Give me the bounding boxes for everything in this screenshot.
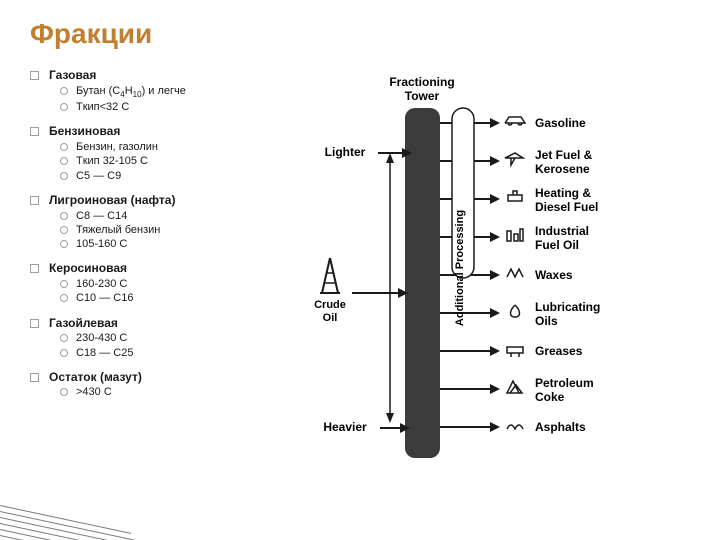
fraction-item: ГазоваяБутан (C4H10) и легчеTкип<32 C bbox=[30, 68, 280, 114]
fraction-sub-text: Бутан (C4H10) и легче bbox=[76, 84, 186, 101]
fraction-sub-text: C5 — C9 bbox=[76, 169, 121, 183]
ring-bullet-icon bbox=[60, 334, 68, 342]
output-icon bbox=[511, 305, 520, 317]
output-icon bbox=[507, 229, 523, 241]
fraction-sub-text: C10 — C16 bbox=[76, 291, 133, 305]
fraction-sub: Бензин, газолин bbox=[60, 140, 280, 154]
svg-text:Additional Processing: Additional Processing bbox=[454, 210, 466, 326]
fraction-sub-text: C18 — C25 bbox=[76, 346, 133, 360]
square-bullet-icon bbox=[30, 319, 39, 328]
fraction-sub: C18 — C25 bbox=[60, 346, 280, 360]
fraction-heading: Газовая bbox=[30, 68, 280, 84]
ring-bullet-icon bbox=[60, 157, 68, 165]
ring-bullet-icon bbox=[60, 103, 68, 111]
svg-text:Gasoline: Gasoline bbox=[535, 116, 586, 130]
ring-bullet-icon bbox=[60, 240, 68, 248]
ring-bullet-icon bbox=[60, 280, 68, 288]
svg-text:Jet Fuel &: Jet Fuel & bbox=[535, 148, 593, 162]
svg-text:Industrial: Industrial bbox=[535, 224, 589, 238]
output-icon bbox=[505, 153, 523, 165]
fraction-sub-text: 230-430 C bbox=[76, 331, 127, 345]
ring-bullet-icon bbox=[60, 388, 68, 396]
svg-text:Fuel Oil: Fuel Oil bbox=[535, 238, 579, 252]
ring-bullet-icon bbox=[60, 143, 68, 151]
fraction-name: Лигроиновая (нафта) bbox=[49, 193, 175, 209]
fraction-sub: Тяжелый бензин bbox=[60, 223, 280, 237]
svg-text:Oils: Oils bbox=[535, 314, 558, 328]
output-icon bbox=[507, 381, 522, 393]
svg-text:Lubricating: Lubricating bbox=[535, 300, 600, 314]
svg-text:Kerosene: Kerosene bbox=[535, 162, 590, 176]
fraction-item: Остаток (мазут)>430 C bbox=[30, 370, 280, 400]
square-bullet-icon bbox=[30, 196, 39, 205]
square-bullet-icon bbox=[30, 264, 39, 273]
fraction-heading: Керосиновая bbox=[30, 261, 280, 277]
svg-text:Coke: Coke bbox=[535, 390, 565, 404]
fraction-name: Газойлевая bbox=[49, 316, 118, 332]
fraction-item: Лигроиновая (нафта)C8 — C14Тяжелый бензи… bbox=[30, 193, 280, 251]
diagram-panel: Fractioning Tower Lighter Crude Oil bbox=[290, 68, 690, 493]
fraction-sub: C10 — C16 bbox=[60, 291, 280, 305]
fractions-list: ГазоваяБутан (C4H10) и легчеTкип<32 C Бен… bbox=[30, 68, 280, 493]
ring-bullet-icon bbox=[60, 172, 68, 180]
svg-text:Lighter: Lighter bbox=[325, 145, 366, 159]
fraction-heading: Газойлевая bbox=[30, 316, 280, 332]
fraction-sub-text: Бензин, газолин bbox=[76, 140, 158, 154]
fraction-sub: Tкип<32 C bbox=[60, 100, 280, 114]
output-icon bbox=[507, 425, 523, 429]
fraction-sub: 230-430 C bbox=[60, 331, 280, 345]
svg-text:Asphalts: Asphalts bbox=[535, 420, 586, 434]
fraction-sub: Tкип 32-105 C bbox=[60, 154, 280, 168]
ring-bullet-icon bbox=[60, 212, 68, 220]
fraction-sub-text: 105-160 C bbox=[76, 237, 127, 251]
fraction-sub-text: Тяжелый бензин bbox=[76, 223, 160, 237]
svg-text:Heating &: Heating & bbox=[535, 186, 591, 200]
output-icon bbox=[505, 117, 525, 125]
fraction-sub: 105-160 C bbox=[60, 237, 280, 251]
fraction-heading: Остаток (мазут) bbox=[30, 370, 280, 386]
ring-bullet-icon bbox=[60, 226, 68, 234]
fraction-name: Газовая bbox=[49, 68, 96, 84]
ring-bullet-icon bbox=[60, 294, 68, 302]
fraction-name: Керосиновая bbox=[49, 261, 127, 277]
ring-bullet-icon bbox=[60, 87, 68, 95]
svg-text:Petroleum: Petroleum bbox=[535, 376, 594, 390]
fraction-sub: C8 — C14 bbox=[60, 209, 280, 223]
fraction-item: Керосиновая160-230 CC10 — C16 bbox=[30, 261, 280, 305]
fraction-name: Остаток (мазут) bbox=[49, 370, 142, 386]
fraction-sub-text: 160-230 C bbox=[76, 277, 127, 291]
svg-text:Crude: Crude bbox=[314, 299, 346, 311]
ring-bullet-icon bbox=[60, 349, 68, 357]
fraction-sub-text: C8 — C14 bbox=[76, 209, 127, 223]
square-bullet-icon bbox=[30, 71, 39, 80]
square-bullet-icon bbox=[30, 373, 39, 382]
fraction-item: Газойлевая230-430 CC18 — C25 bbox=[30, 316, 280, 360]
fraction-sub-text: Tкип 32-105 C bbox=[76, 154, 148, 168]
fraction-sub: >430 C bbox=[60, 385, 280, 399]
fraction-item: БензиноваяБензин, газолинTкип 32-105 CC5… bbox=[30, 124, 280, 182]
svg-text:Heavier: Heavier bbox=[323, 420, 367, 434]
fraction-sub: Бутан (C4H10) и легче bbox=[60, 84, 280, 101]
svg-text:Greases: Greases bbox=[535, 344, 583, 358]
fraction-sub: C5 — C9 bbox=[60, 169, 280, 183]
square-bullet-icon bbox=[30, 127, 39, 136]
output-icon bbox=[507, 269, 523, 277]
svg-text:Tower: Tower bbox=[405, 89, 440, 103]
fraction-name: Бензиновая bbox=[49, 124, 120, 140]
svg-text:Diesel Fuel: Diesel Fuel bbox=[535, 200, 598, 214]
fraction-heading: Бензиновая bbox=[30, 124, 280, 140]
output-icon bbox=[507, 347, 523, 357]
svg-text:Fractioning: Fractioning bbox=[389, 75, 454, 89]
fraction-sub-text: Tкип<32 C bbox=[76, 100, 129, 114]
fractioning-diagram: Fractioning Tower Lighter Crude Oil bbox=[290, 68, 680, 488]
fraction-sub: 160-230 C bbox=[60, 277, 280, 291]
fraction-heading: Лигроиновая (нафта) bbox=[30, 193, 280, 209]
fraction-sub-text: >430 C bbox=[76, 385, 112, 399]
svg-text:Oil: Oil bbox=[323, 312, 338, 324]
slide-title: Фракции bbox=[30, 18, 690, 50]
output-icon bbox=[508, 191, 522, 201]
svg-text:Waxes: Waxes bbox=[535, 268, 573, 282]
